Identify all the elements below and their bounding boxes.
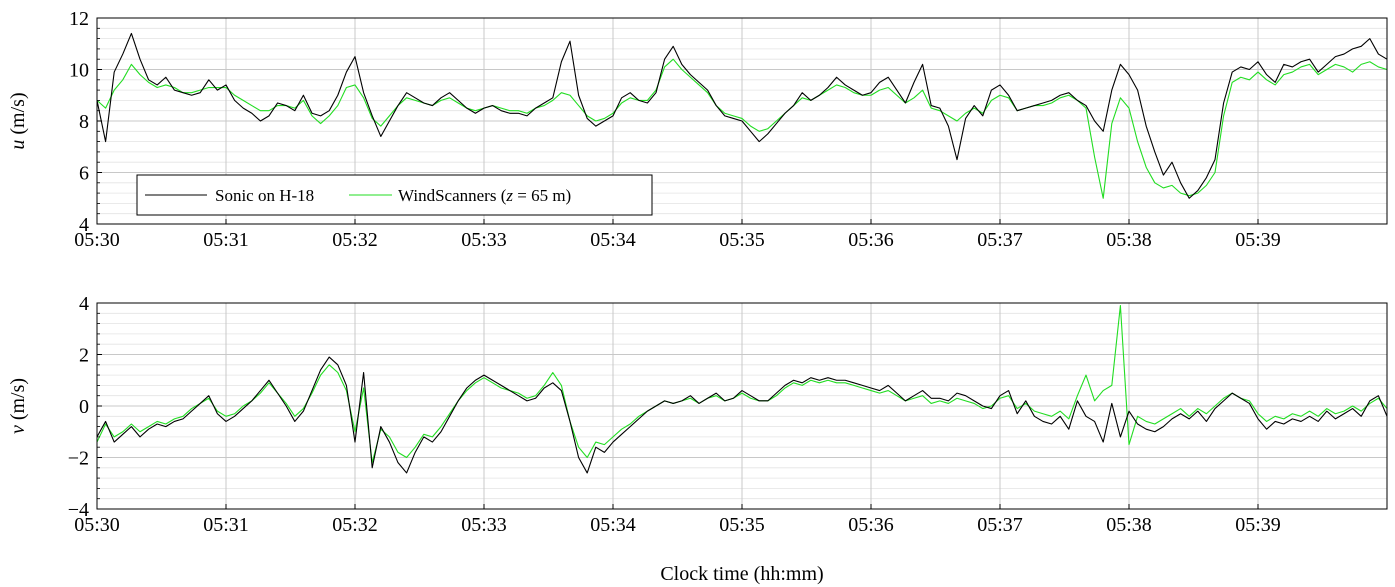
u-x-tick-label: 05:39 — [1235, 229, 1281, 251]
u-y-tick-label: 8 — [79, 111, 89, 133]
v-series-group — [96, 305, 1388, 474]
u-x-tick-label: 05:32 — [332, 229, 378, 251]
v-x-tick-label: 05:35 — [719, 514, 765, 536]
legend: Sonic on H-18 WindScanners (z = 65 m) — [136, 174, 653, 216]
u-x-tick-label: 05:36 — [848, 229, 894, 251]
v-x-tick-label: 05:37 — [977, 514, 1023, 536]
u-y-tick-label: 4 — [79, 214, 89, 236]
u-series-windscanners — [96, 58, 1388, 199]
v-axis-label: v (m/s) — [7, 378, 29, 434]
v-axis-label-var: v — [7, 425, 29, 434]
v-x-tick-label: 05:36 — [848, 514, 894, 536]
u-ticks: 05:30 05:31 05:32 05:33 05:34 05:35 05:36 05:37… — [69, 8, 1281, 251]
u-axis-label: u (m/s) — [7, 92, 29, 149]
v-series-sonic — [96, 356, 1388, 474]
v-x-tick-label: 05:30 — [74, 514, 120, 536]
legend-box — [136, 174, 653, 216]
v-y-tick-label: 0 — [79, 396, 89, 418]
u-x-tick-label: 05:34 — [590, 229, 636, 251]
v-y-tick-label: 2 — [79, 345, 89, 367]
u-panel: 05:30 05:31 05:32 05:33 05:34 05:35 05:36 05:37… — [7, 8, 1388, 251]
u-x-tick-label: 05:35 — [719, 229, 765, 251]
legend-label-windscanners: WindScanners (z = 65 m) — [398, 186, 571, 205]
u-series-group — [96, 32, 1388, 199]
legend-label-sonic: Sonic on H-18 — [215, 186, 314, 205]
u-x-tick-label: 05:37 — [977, 229, 1023, 251]
u-y-tick-label: 6 — [79, 163, 89, 185]
u-y-tick-label: 12 — [69, 8, 89, 30]
v-axis-label-unit: (m/s) — [7, 378, 29, 425]
v-ticks: 05:30 05:31 05:32 05:33 05:34 05:35 05:36 05:37… — [68, 293, 1281, 536]
u-x-tick-label: 05:30 — [74, 229, 120, 251]
u-y-tick-label: 10 — [69, 60, 89, 82]
u-axis-label-unit: (m/s) — [7, 92, 29, 139]
v-grid — [96, 302, 1387, 510]
v-series-windscanners — [96, 305, 1388, 464]
v-y-tick-label: −2 — [68, 448, 89, 470]
legend-ws-prefix: WindScanners ( — [398, 186, 507, 205]
v-x-tick-label: 05:32 — [332, 514, 378, 536]
x-axis-label: Clock time (hh:mm) — [660, 563, 823, 585]
legend-ws-suffix: = 65 m) — [513, 186, 571, 205]
u-x-tick-label: 05:33 — [461, 229, 507, 251]
v-panel: 05:30 05:31 05:32 05:33 05:34 05:35 05:36 05:37… — [7, 293, 1388, 536]
u-x-tick-label: 05:31 — [203, 229, 249, 251]
v-x-tick-label: 05:39 — [1235, 514, 1281, 536]
v-x-tick-label: 05:38 — [1106, 514, 1152, 536]
v-x-tick-label: 05:31 — [203, 514, 249, 536]
v-x-tick-label: 05:33 — [461, 514, 507, 536]
u-x-tick-label: 05:38 — [1106, 229, 1152, 251]
u-series-sonic — [96, 32, 1388, 199]
u-axis-label-var: u — [7, 140, 29, 150]
v-y-tick-label: 4 — [79, 293, 89, 315]
v-x-tick-label: 05:34 — [590, 514, 636, 536]
legend-ws-var: z — [505, 186, 513, 205]
v-y-tick-label: −4 — [68, 499, 89, 521]
